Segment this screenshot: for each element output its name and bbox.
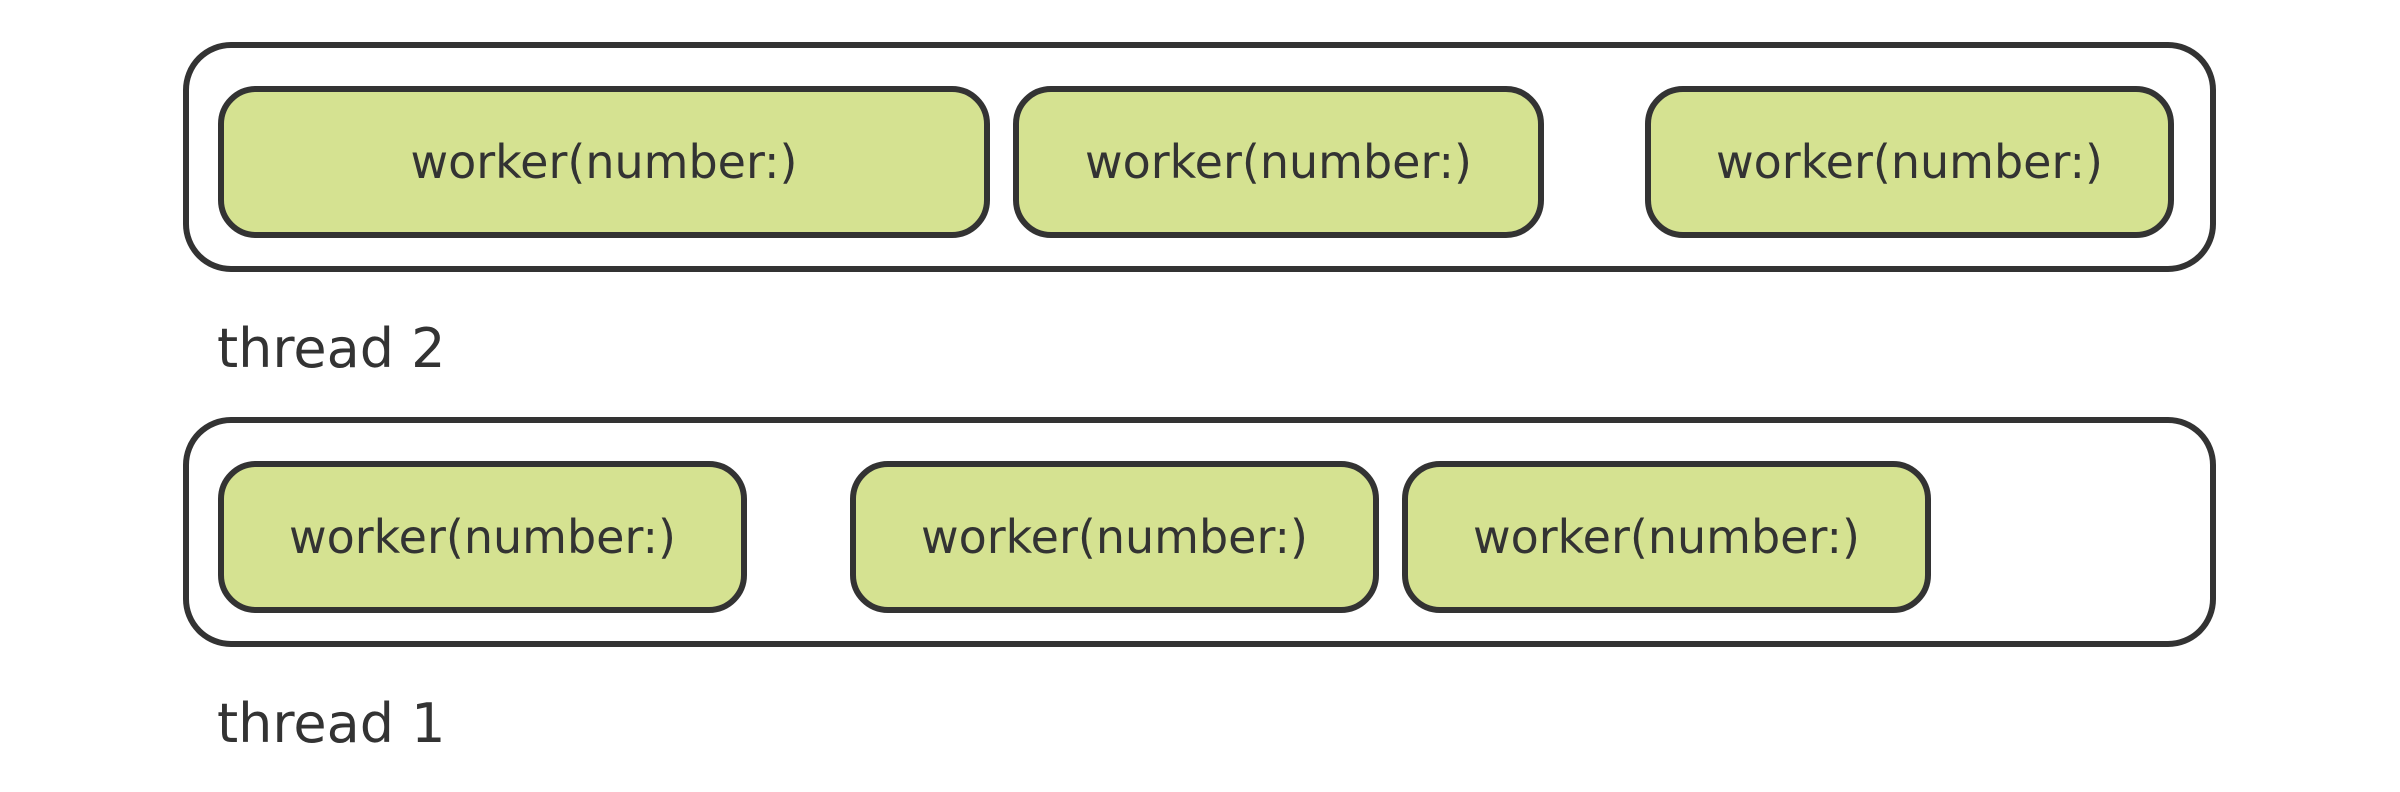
thread-1-worker-1: worker(number:) (218, 461, 747, 613)
thread-1-worker-3: worker(number:) (1402, 461, 1931, 613)
thread-2-label: thread 2 (217, 317, 446, 380)
thread-2-worker-2: worker(number:) (1013, 86, 1544, 238)
thread-2-worker-3: worker(number:) (1645, 86, 2174, 238)
thread-1-worker-2: worker(number:) (850, 461, 1379, 613)
thread-1-label: thread 1 (217, 692, 446, 755)
thread-2-worker-1: worker(number:) (218, 86, 990, 238)
